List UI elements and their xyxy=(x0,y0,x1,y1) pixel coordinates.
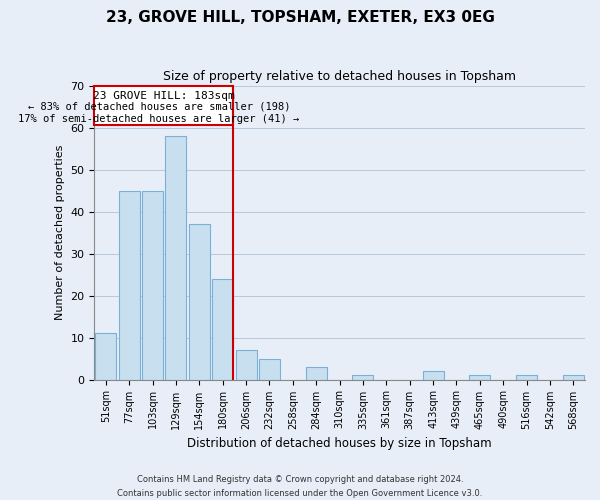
Bar xyxy=(189,224,210,380)
Bar xyxy=(212,279,233,380)
Text: Contains HM Land Registry data © Crown copyright and database right 2024.
Contai: Contains HM Land Registry data © Crown c… xyxy=(118,476,482,498)
Bar xyxy=(259,358,280,380)
Y-axis label: Number of detached properties: Number of detached properties xyxy=(55,145,65,320)
Title: Size of property relative to detached houses in Topsham: Size of property relative to detached ho… xyxy=(163,70,516,83)
Text: ← 83% of detached houses are smaller (198): ← 83% of detached houses are smaller (19… xyxy=(28,102,290,112)
Text: 23 GROVE HILL: 183sqm: 23 GROVE HILL: 183sqm xyxy=(93,90,235,101)
Bar xyxy=(352,376,373,380)
Bar xyxy=(236,350,257,380)
Bar xyxy=(166,136,187,380)
Bar xyxy=(563,376,584,380)
Text: 23, GROVE HILL, TOPSHAM, EXETER, EX3 0EG: 23, GROVE HILL, TOPSHAM, EXETER, EX3 0EG xyxy=(106,10,494,25)
FancyBboxPatch shape xyxy=(94,86,233,126)
Bar xyxy=(119,190,140,380)
Text: 17% of semi-detached houses are larger (41) →: 17% of semi-detached houses are larger (… xyxy=(19,114,299,124)
Bar xyxy=(305,367,327,380)
Bar xyxy=(516,376,537,380)
Bar xyxy=(95,334,116,380)
Bar xyxy=(469,376,490,380)
Bar xyxy=(142,190,163,380)
Bar xyxy=(422,371,443,380)
X-axis label: Distribution of detached houses by size in Topsham: Distribution of detached houses by size … xyxy=(187,437,492,450)
